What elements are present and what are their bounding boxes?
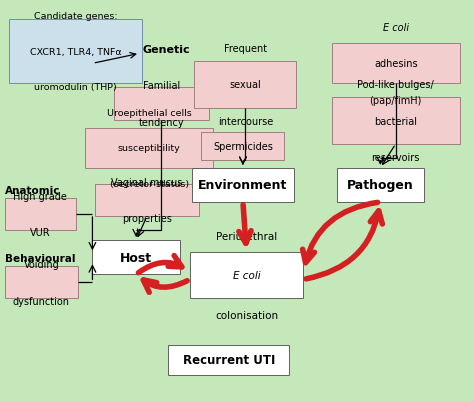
Text: Pathogen: Pathogen: [347, 179, 414, 192]
FancyBboxPatch shape: [92, 241, 180, 275]
FancyBboxPatch shape: [85, 128, 213, 168]
Text: Pod-like bulges/: Pod-like bulges/: [357, 80, 434, 90]
Text: colonisation: colonisation: [215, 310, 278, 320]
Text: properties: properties: [122, 214, 172, 224]
Text: VUR: VUR: [30, 228, 51, 238]
Text: uromodulin (THP): uromodulin (THP): [35, 83, 117, 92]
Text: Spermicides: Spermicides: [213, 142, 273, 151]
Text: CXCR1, TLR4, TNFα: CXCR1, TLR4, TNFα: [30, 48, 122, 57]
FancyBboxPatch shape: [201, 132, 284, 160]
Text: Candidate genes:: Candidate genes:: [34, 12, 118, 21]
FancyBboxPatch shape: [332, 44, 460, 84]
Text: sexual: sexual: [229, 80, 261, 90]
Text: intercourse: intercourse: [218, 117, 273, 127]
Text: Uroepithelial cells: Uroepithelial cells: [107, 108, 191, 117]
FancyBboxPatch shape: [190, 253, 303, 299]
Text: adhesins: adhesins: [374, 59, 418, 69]
FancyBboxPatch shape: [168, 345, 289, 375]
Text: (secretor status): (secretor status): [110, 179, 189, 188]
Text: (pap/fimH): (pap/fimH): [370, 96, 422, 105]
Text: susceptibility: susceptibility: [118, 144, 181, 153]
Text: E coli: E coli: [383, 23, 409, 32]
Text: dysfunction: dysfunction: [13, 296, 70, 306]
Text: E coli: E coli: [233, 271, 260, 281]
Text: Recurrent UTI: Recurrent UTI: [182, 353, 275, 367]
Text: Behavioural: Behavioural: [5, 254, 75, 263]
FancyBboxPatch shape: [337, 168, 424, 203]
Text: tendency: tendency: [138, 117, 184, 128]
FancyBboxPatch shape: [5, 198, 76, 231]
Text: Host: Host: [120, 251, 152, 264]
Text: reservoirs: reservoirs: [372, 153, 420, 163]
Text: bacterial: bacterial: [374, 116, 417, 126]
Text: Environment: Environment: [198, 179, 288, 192]
FancyBboxPatch shape: [9, 20, 142, 84]
Text: Periurethral: Periurethral: [216, 232, 277, 241]
FancyBboxPatch shape: [192, 168, 294, 203]
FancyBboxPatch shape: [332, 98, 460, 144]
Text: Frequent: Frequent: [224, 44, 267, 54]
Text: Vaginal mucus: Vaginal mucus: [111, 177, 182, 187]
Text: Familial: Familial: [143, 81, 180, 91]
FancyBboxPatch shape: [5, 267, 78, 299]
Text: Anatomic: Anatomic: [5, 186, 60, 195]
Text: Genetic: Genetic: [142, 45, 190, 55]
FancyBboxPatch shape: [114, 88, 209, 120]
FancyBboxPatch shape: [95, 184, 199, 217]
Text: Voiding: Voiding: [24, 259, 59, 269]
FancyBboxPatch shape: [194, 62, 296, 108]
Text: High grade: High grade: [13, 191, 67, 201]
